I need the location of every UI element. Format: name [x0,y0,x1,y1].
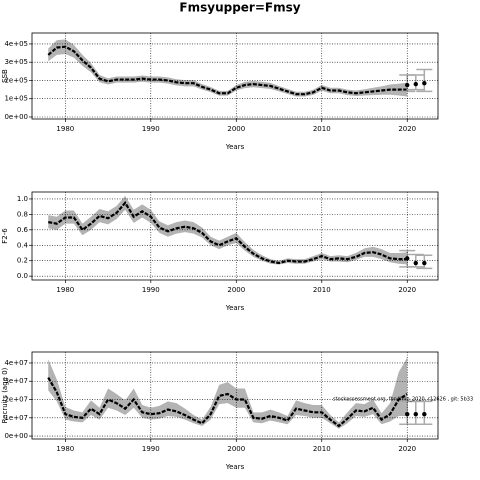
x-tick-label: 2010 [313,286,331,294]
chart-title: Fmsyupper=Fmsy [179,1,300,15]
plot-frame [31,32,439,120]
forecast-point [422,81,427,86]
forecast-point [413,260,418,266]
y-axis-label: F2-6 [1,228,9,244]
forecast-point [405,256,410,261]
x-tick-label: 1990 [142,445,160,453]
y-tick-label: 0.6 [17,226,29,234]
x-axis-label: Years [225,304,245,312]
y-tick-label: 1e+05 [4,95,28,103]
y-tick-label: 3e+07 [4,377,28,385]
y-tick-label: 1e+07 [4,414,28,422]
y-axis-label: SSB [1,69,9,83]
x-tick-label: 2020 [398,286,416,294]
y-tick-label: 0e+00 [4,432,28,440]
y-tick-label: 0.2 [17,257,28,265]
y-tick-label: 2e+05 [4,76,28,84]
confidence-band [48,39,408,97]
y-tick-label: 0.0 [17,272,28,280]
plot-frame [31,351,439,440]
y-tick-label: 0.8 [17,210,28,218]
estimate-line [47,45,408,96]
plot-frame [31,191,439,281]
x-tick-label: 2000 [227,445,245,453]
y-tick-label: 0.4 [17,241,29,249]
y-tick-label: 0e+00 [4,113,28,121]
x-axis-label: Years [225,463,245,471]
forecast-point [413,81,418,87]
y-tick-label: 2e+07 [4,396,28,404]
x-axis-label: Years [225,143,245,151]
forecast-point [422,260,427,266]
estimate-line [47,377,408,428]
x-tick-label: 2010 [313,445,331,453]
x-tick-label: 1990 [142,286,160,294]
x-tick-label: 2020 [398,125,416,133]
x-tick-label: 1980 [56,125,74,133]
y-tick-label: 1.0 [17,195,28,203]
estimate-line [48,200,408,265]
x-tick-label: 2010 [313,125,331,133]
x-tick-label: 2000 [227,286,245,294]
y-axis-label: Recruits (age 0) [1,367,9,423]
x-tick-label: 1980 [56,286,74,294]
x-tick-label: 2020 [398,445,416,453]
y-tick-label: 4e+05 [4,40,28,48]
forecast-point [413,411,418,417]
forecast-point [405,411,410,417]
x-tick-label: 1980 [56,445,74,453]
y-tick-label: 3e+05 [4,58,28,66]
forecast-point [405,82,410,88]
forecast-point [422,411,427,417]
y-tick-label: 4e+07 [4,359,28,367]
x-tick-label: 2000 [227,125,245,133]
confidence-band [48,195,408,265]
annotation: stockassessment.org, fbn4lmp_2020, r1262… [333,397,473,403]
x-tick-label: 1990 [142,125,160,133]
